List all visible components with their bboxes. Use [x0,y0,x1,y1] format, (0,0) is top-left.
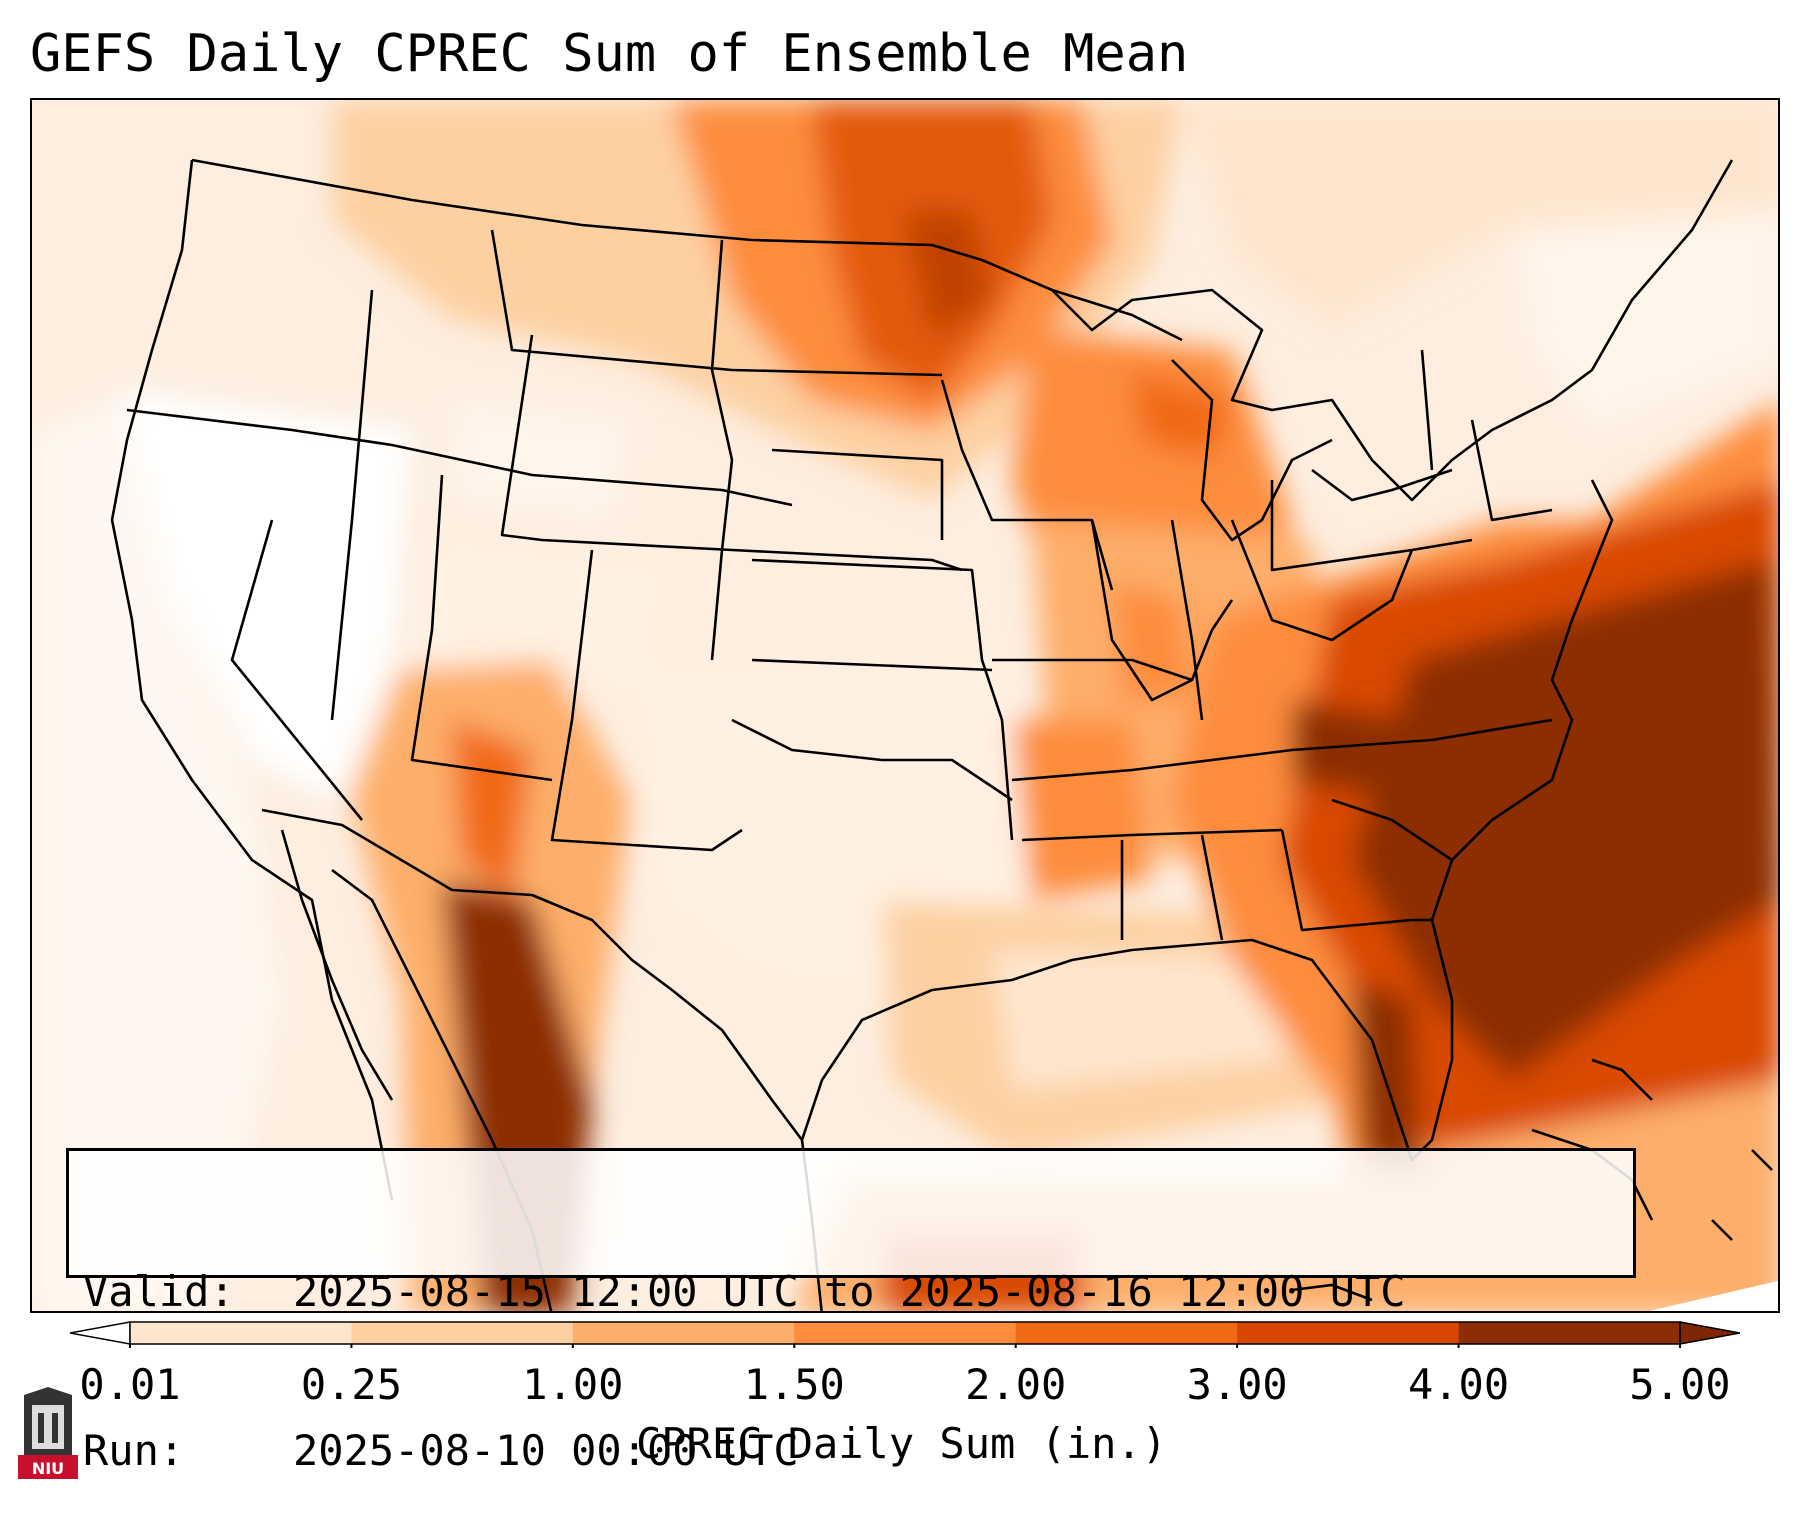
colorbar-segment [1458,1322,1681,1344]
colorbar-segment [572,1322,795,1344]
colorbar-label: CPREC Daily Sum (in.) [635,1419,1167,1468]
valid-row: Valid: 2025-08-15 12:00 UTC to 2025-08-16… [83,1265,1619,1318]
run-row: Run: 2025-08-10 00:00 UTC [83,1424,1619,1477]
colorbar-segment [351,1322,574,1344]
niu-logo: NIU [18,1387,78,1479]
colorbar-tick-label: 1.50 [743,1360,845,1409]
colorbar-frame [129,1321,1681,1345]
valid-key: Valid: [83,1267,235,1316]
colorbar-tick-label: 5.00 [1629,1360,1731,1409]
colorbar-tick-label: 0.01 [79,1360,181,1409]
colorbar-tick-label: 0.25 [300,1360,402,1409]
colorbar-segment [1015,1322,1238,1344]
run-value: 2025-08-10 00:00 UTC [293,1426,799,1475]
run-key: Run: [83,1426,185,1475]
map-title: GEFS Daily CPREC Sum of Ensemble Mean [30,24,1189,84]
colorbar [70,1321,1740,1348]
colorbar-tick-label: 2.00 [965,1360,1067,1409]
state-boundaries [110,158,1734,1311]
colorbar-tick-label: 1.00 [522,1360,624,1409]
colorbar-tick-label: 4.00 [1407,1360,1510,1409]
colorbar-segment [1237,1322,1460,1344]
precipitation-map [30,98,1780,1313]
precipitation-field [32,100,1778,1311]
svg-text:NIU: NIU [32,1459,64,1478]
valid-run-info-box: Valid: 2025-08-15 12:00 UTC to 2025-08-16… [66,1148,1636,1475]
valid-value: 2025-08-15 12:00 UTC to 2025-08-16 12:00… [293,1267,1406,1316]
colorbar-over-arrow [1679,1321,1740,1345]
colorbar-segment [130,1322,352,1344]
colorbar-under-arrow [70,1321,131,1345]
colorbar-segment [794,1322,1017,1344]
colorbar-tick-label: 3.00 [1186,1360,1288,1409]
